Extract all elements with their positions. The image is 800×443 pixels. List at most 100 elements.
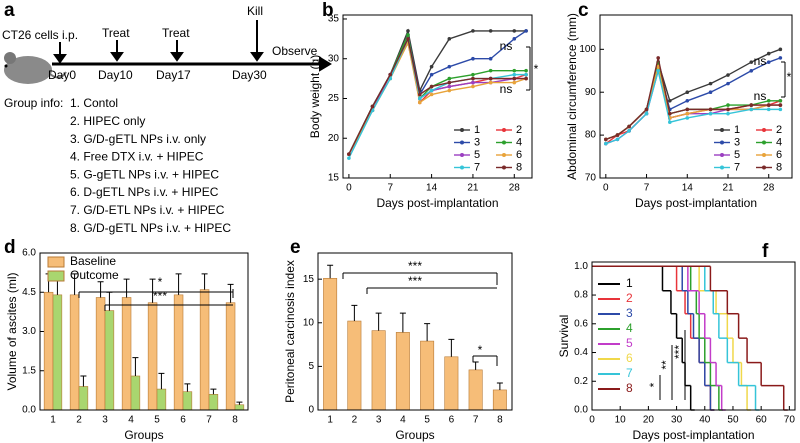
error-bar — [399, 312, 406, 333]
x-tick-label: 0 — [346, 183, 352, 194]
treat-label: Treat — [162, 26, 190, 40]
point — [471, 56, 475, 61]
bar — [147, 302, 158, 411]
y-axis-label: Abdominal circumference (mm) — [565, 13, 579, 180]
bar — [199, 289, 210, 411]
legend-label: 2 — [516, 124, 522, 136]
panel-label: b — [322, 0, 334, 21]
point — [447, 80, 452, 85]
error-bar — [201, 273, 208, 290]
day-label: Day10 — [98, 68, 133, 82]
legend-label: 5 — [734, 149, 740, 161]
series-line — [605, 57, 781, 141]
bar — [121, 297, 132, 411]
point — [766, 51, 771, 56]
x-tick-label: 28 — [509, 183, 521, 194]
point — [749, 103, 754, 107]
bar — [395, 332, 410, 411]
point — [524, 68, 528, 73]
point — [471, 84, 475, 89]
legend-marker — [720, 128, 724, 132]
point — [749, 107, 754, 112]
point — [429, 84, 434, 89]
series-line — [605, 67, 781, 145]
legend-marker — [502, 128, 506, 132]
point — [778, 107, 783, 112]
y-tick-label: 3.0 — [22, 326, 36, 337]
legend-label: 4 — [516, 136, 522, 148]
point — [512, 68, 517, 73]
point — [749, 68, 754, 73]
point — [406, 29, 410, 33]
x-axis-label: Days post-implantation — [635, 196, 757, 210]
injection-label: CT26 cells i.p. — [2, 28, 78, 42]
point — [685, 107, 690, 112]
plot-frame — [317, 252, 513, 411]
legend-marker — [720, 153, 724, 157]
point — [488, 76, 493, 81]
x-tick-label: 8 — [497, 415, 503, 426]
point — [668, 111, 672, 116]
bar — [468, 369, 483, 411]
bar — [95, 297, 106, 411]
x-axis-label: Groups — [395, 428, 434, 442]
legend-swatch — [47, 256, 65, 268]
plot-frame — [39, 252, 249, 411]
legend-label: 3 — [474, 136, 480, 148]
point — [524, 76, 528, 81]
point — [778, 103, 783, 107]
x-tick-label: 21 — [722, 183, 734, 194]
x-tick-label: 4 — [400, 415, 406, 426]
day-label: Day0 — [48, 68, 76, 82]
point — [656, 56, 660, 60]
point — [512, 72, 517, 77]
x-tick-label: 21 — [467, 183, 479, 194]
group-item: 8. G/D-gETL NPs i.v. + HIPEC — [70, 221, 231, 235]
legend-marker — [460, 140, 464, 145]
y-tick-label: 100 — [579, 44, 596, 55]
series-line — [605, 70, 781, 145]
x-tick-label: 30 — [671, 415, 683, 426]
group-item: 5. G-gETL NPs i.v. + HIPEC — [70, 167, 219, 181]
x-tick-label: 20 — [643, 415, 655, 426]
annotation: * — [647, 382, 661, 387]
x-tick-label: 7 — [206, 415, 212, 426]
point — [778, 56, 783, 60]
point — [429, 72, 434, 77]
x-axis-label: Days post-implantation — [632, 428, 754, 442]
point — [644, 111, 649, 116]
panel-label: d — [4, 237, 16, 258]
error-bar — [448, 338, 455, 357]
day-label: Day30 — [232, 68, 267, 82]
group-item: 3. G/D-gETL NPs i.v. only — [70, 132, 206, 146]
annotation: *** — [672, 345, 686, 359]
point — [417, 96, 422, 101]
point — [644, 107, 649, 112]
y-tick-label: 15 — [303, 274, 315, 285]
point — [388, 72, 393, 77]
point — [388, 76, 393, 81]
x-tick-label: 1 — [50, 415, 56, 426]
error-bar — [158, 372, 165, 390]
point — [668, 98, 672, 103]
annotation: * — [787, 70, 792, 84]
y-tick-label: 1.5 — [22, 365, 36, 376]
annotation: ** — [659, 360, 673, 370]
y-tick-label: 0.0 — [22, 405, 36, 416]
x-tick-label: 3 — [102, 415, 108, 426]
legend-label: 6 — [776, 149, 782, 161]
error-bar — [351, 304, 358, 322]
point — [429, 92, 434, 97]
point — [604, 141, 608, 146]
annotation: ns — [500, 39, 513, 53]
x-tick-label: 1 — [327, 415, 333, 426]
point — [512, 80, 517, 85]
error-bar — [80, 375, 87, 387]
error-bar — [149, 278, 156, 303]
point — [347, 152, 351, 156]
error-bar — [184, 383, 191, 392]
error-bar — [327, 264, 334, 279]
x-tick-label: 5 — [154, 415, 160, 426]
x-axis-label: Groups — [124, 428, 163, 442]
